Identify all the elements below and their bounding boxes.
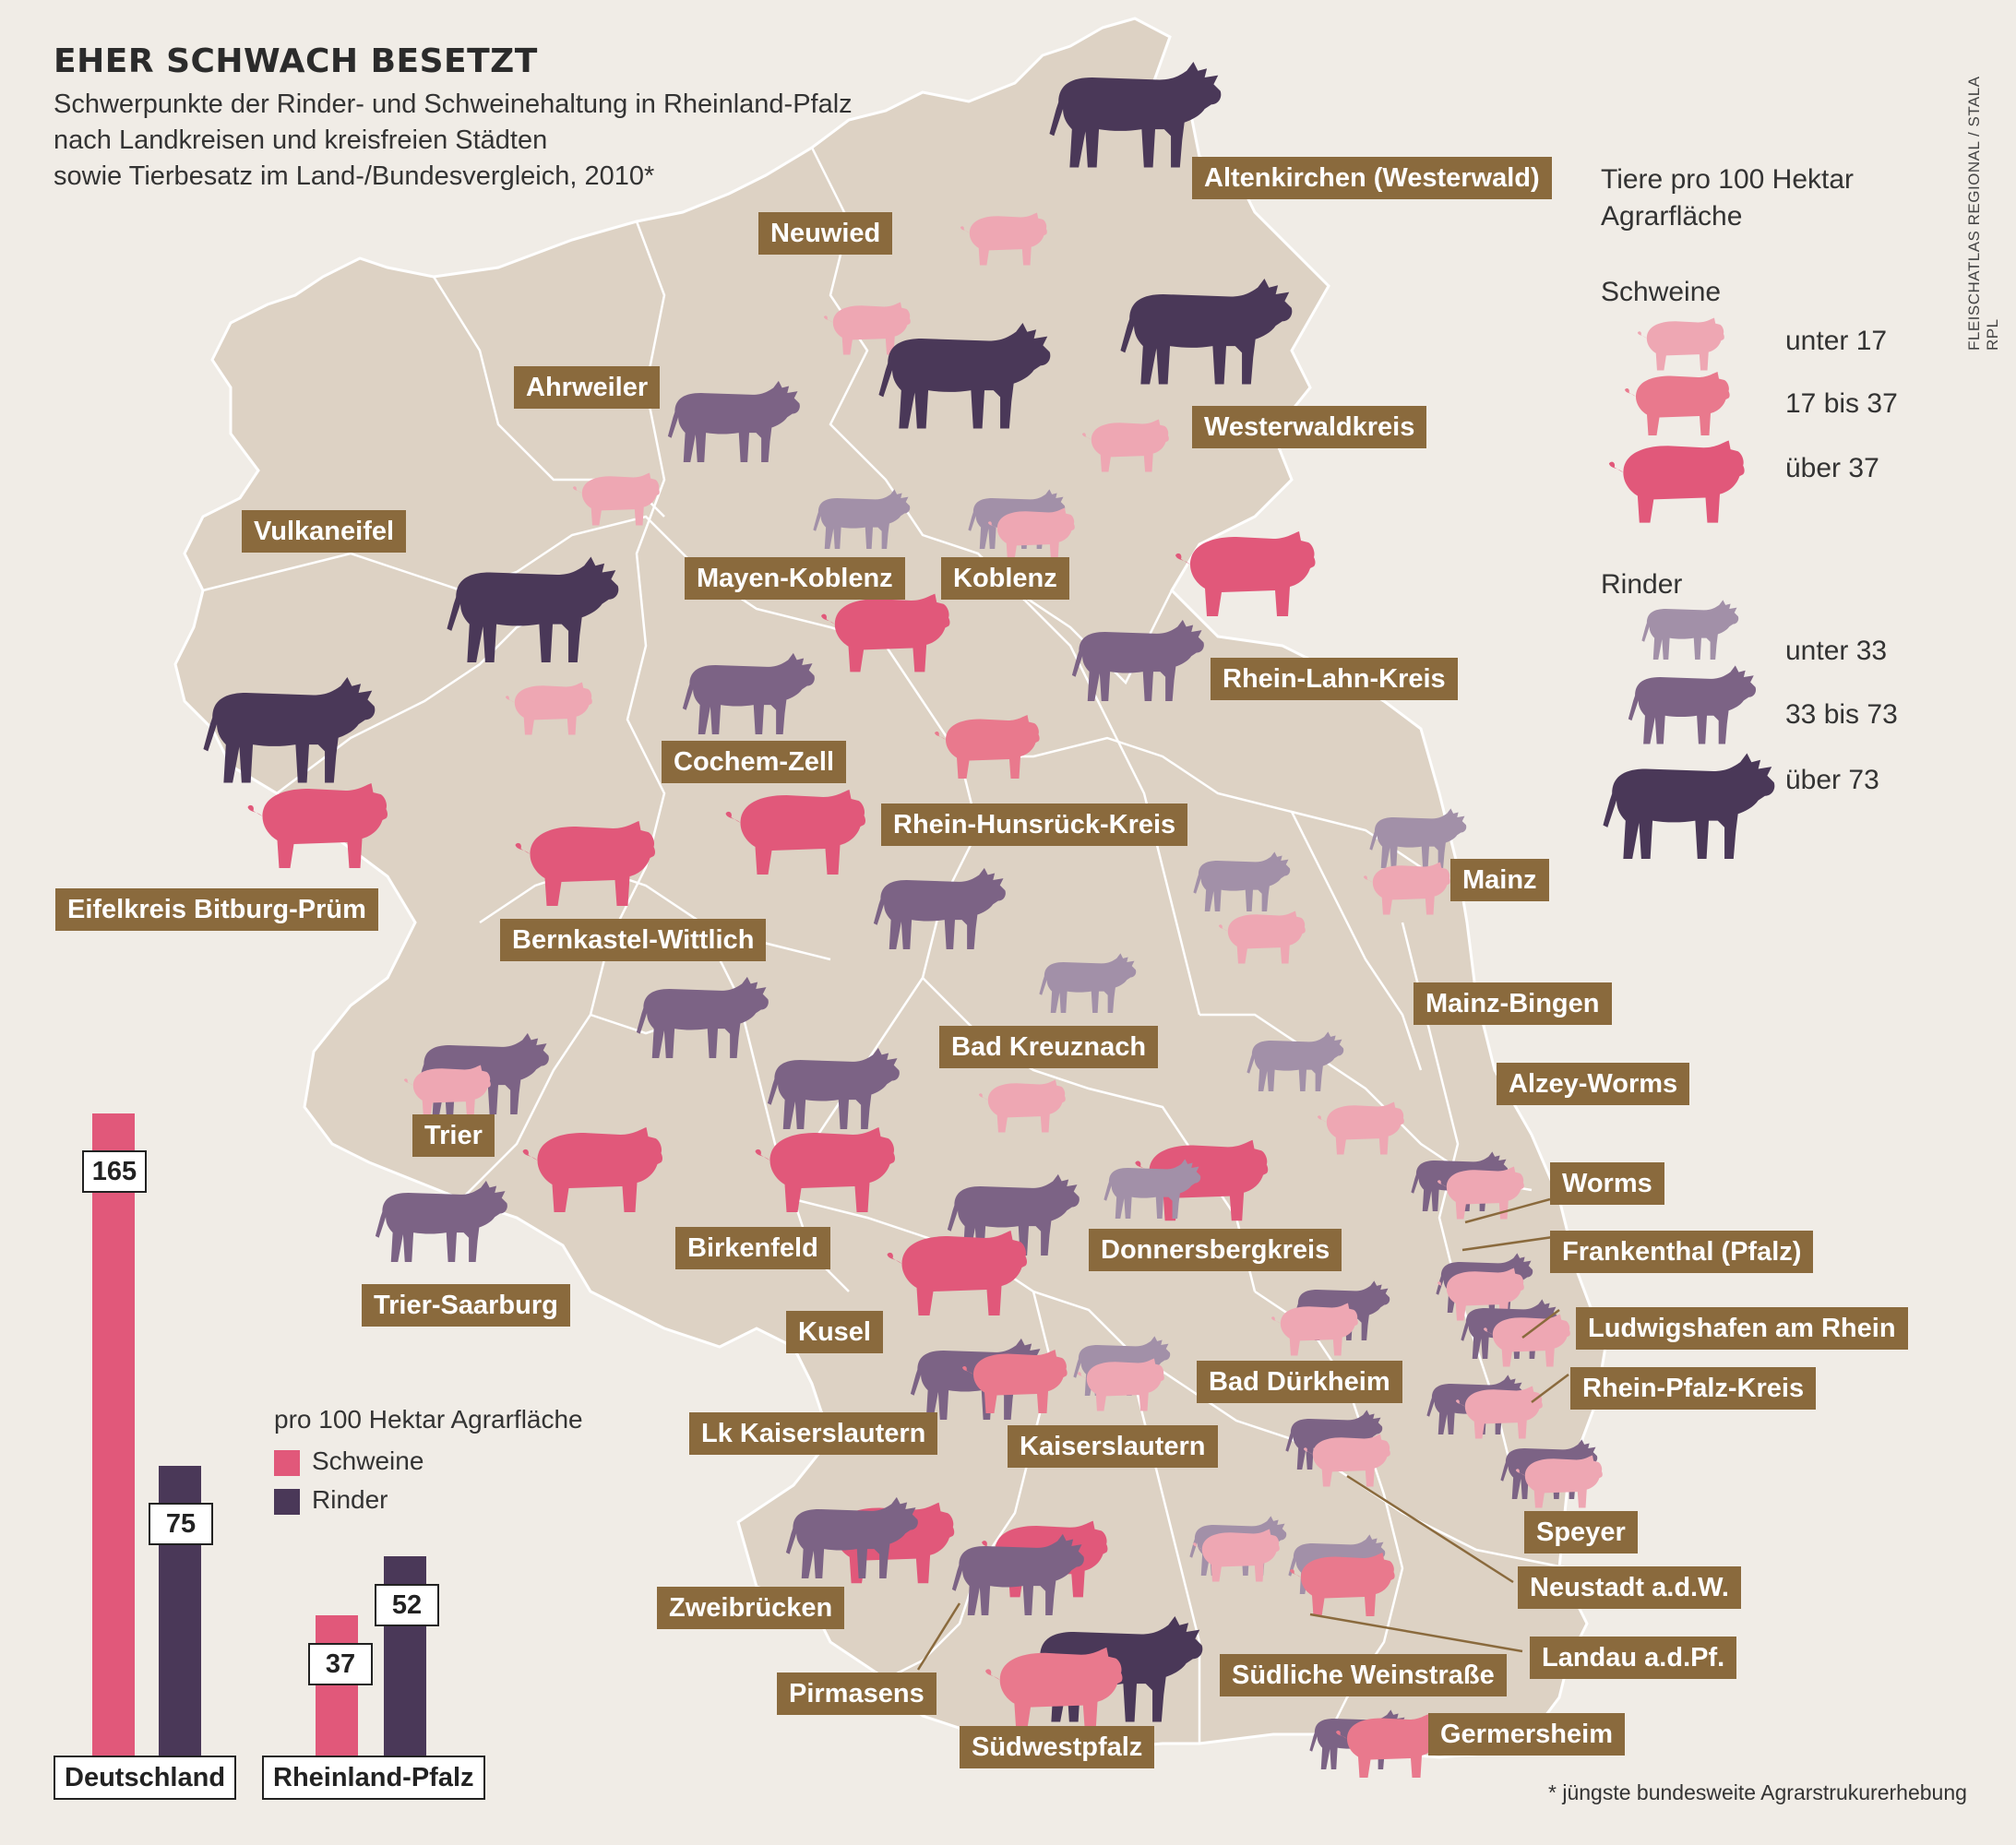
region-label: Speyer <box>1524 1511 1638 1553</box>
bar-value: 75 <box>149 1503 213 1546</box>
page-title: EHER SCHWACH BESETZT <box>54 42 538 80</box>
subtitle-line: nach Landkreisen und kreisfreien Städten <box>54 125 548 155</box>
region-label: Pirmasens <box>777 1672 936 1715</box>
bar-deutschland-schweine <box>92 1113 135 1760</box>
region-label: Westerwaldkreis <box>1192 406 1427 448</box>
region-label: Kaiserslautern <box>1008 1425 1218 1468</box>
pig-icon <box>1608 440 1745 523</box>
pig-icon <box>1637 317 1724 371</box>
cow-icon <box>1628 665 1757 744</box>
region-label: Rhein-Pfalz-Kreis <box>1570 1367 1817 1410</box>
bar-unit-label: pro 100 Hektar Agrarfläche <box>274 1405 583 1434</box>
leader-lines <box>916 1197 1569 1671</box>
region-label: Vulkaneifel <box>242 510 407 553</box>
region-label: Koblenz <box>941 557 1069 600</box>
region-label: Worms <box>1550 1162 1664 1205</box>
legend-schweine-class: 17 bis 37 <box>1785 388 1898 419</box>
region-label: Mayen-Koblenz <box>685 557 905 600</box>
region-label: Donnersbergkreis <box>1089 1229 1342 1271</box>
subtitle-line: Schwerpunkte der Rinder- und Schweinehal… <box>54 89 853 119</box>
bar-value: 52 <box>375 1584 439 1626</box>
region-label: Altenkirchen (Westerwald) <box>1192 157 1552 199</box>
region-label: Ludwigshafen am Rhein <box>1576 1307 1908 1350</box>
region-label: Rhein-Hunsrück-Kreis <box>881 803 1188 846</box>
region-label: Trier <box>412 1114 495 1157</box>
cow-icon <box>1603 753 1775 859</box>
region-label: Bad Kreuznach <box>939 1026 1159 1068</box>
region-label: Südwestpfalz <box>960 1726 1155 1768</box>
subtitle-line: sowie Tierbesatz im Land-/Bundesvergleic… <box>54 161 655 191</box>
region-label: Landau a.d.Pf. <box>1530 1637 1737 1679</box>
region-label: Südliche Weinstraße <box>1220 1654 1507 1696</box>
cow-icon <box>1641 600 1739 660</box>
region-label: Trier-Saarburg <box>362 1284 570 1327</box>
bar-group-label: Deutschland <box>54 1756 237 1800</box>
legend-schweine-title: Schweine <box>1601 277 1722 307</box>
legend-rinder-class: über 73 <box>1785 765 1879 795</box>
legend-rinder-class: unter 33 <box>1785 636 1888 666</box>
region-label: Mainz-Bingen <box>1414 982 1612 1025</box>
legend-rinder-class: 33 bis 73 <box>1785 699 1898 730</box>
legend-heading-line: Tiere pro 100 Hektar <box>1601 164 1855 195</box>
region-label: Zweibrücken <box>657 1587 845 1629</box>
region-label: Eifelkreis Bitburg-Prüm <box>55 888 378 931</box>
region-label: Neustadt a.d.W. <box>1518 1566 1741 1609</box>
legend-heading-line: Agrarfläche <box>1601 201 1743 232</box>
region-label: Kusel <box>786 1311 883 1353</box>
region-label: Cochem-Zell <box>662 741 847 783</box>
region-label: Birkenfeld <box>675 1227 830 1269</box>
bar-group-label: Rheinland-Pfalz <box>262 1756 485 1800</box>
region-label: Mainz <box>1450 859 1549 901</box>
bar-value: 165 <box>82 1149 147 1193</box>
region-label: Bad Dürkheim <box>1197 1361 1402 1403</box>
rinder-swatch <box>274 1489 300 1515</box>
region-label: Alzey-Worms <box>1497 1063 1690 1105</box>
page-subtitle: Schwerpunkte der Rinder- und Schweinehal… <box>54 87 976 195</box>
bar-series-label: Rinder <box>312 1485 388 1514</box>
schweine-swatch <box>274 1450 300 1476</box>
bar-rheinland-pfalz-schweine <box>316 1614 358 1760</box>
region-label: Bernkastel-Wittlich <box>500 919 767 961</box>
legend-rinder-title: Rinder <box>1601 569 1683 600</box>
region-label: Germersheim <box>1428 1713 1625 1756</box>
cow-icon <box>375 1180 507 1262</box>
legend-heading: Tiere pro 100 Hektar Agrarfläche <box>1601 161 1854 235</box>
bar-series-label: Schweine <box>312 1446 424 1475</box>
region-label: Lk Kaiserslautern <box>689 1412 938 1455</box>
pig-icon <box>1625 372 1730 435</box>
region-label: Frankenthal (Pfalz) <box>1550 1231 1814 1273</box>
source-credit: FLEISCHATLAS REGIONAL / STALA RPL <box>1965 77 2001 351</box>
region-label: Neuwied <box>758 212 893 255</box>
region-label: Ahrweiler <box>514 366 661 409</box>
footnote: * jüngste bundesweite Agrarstrukurerhebu… <box>1548 1780 1967 1804</box>
bar-value: 37 <box>308 1642 373 1685</box>
legend-schweine-class: über 37 <box>1785 453 1879 483</box>
region-label: Rhein-Lahn-Kreis <box>1211 658 1458 700</box>
legend-schweine-class: unter 17 <box>1785 326 1888 356</box>
